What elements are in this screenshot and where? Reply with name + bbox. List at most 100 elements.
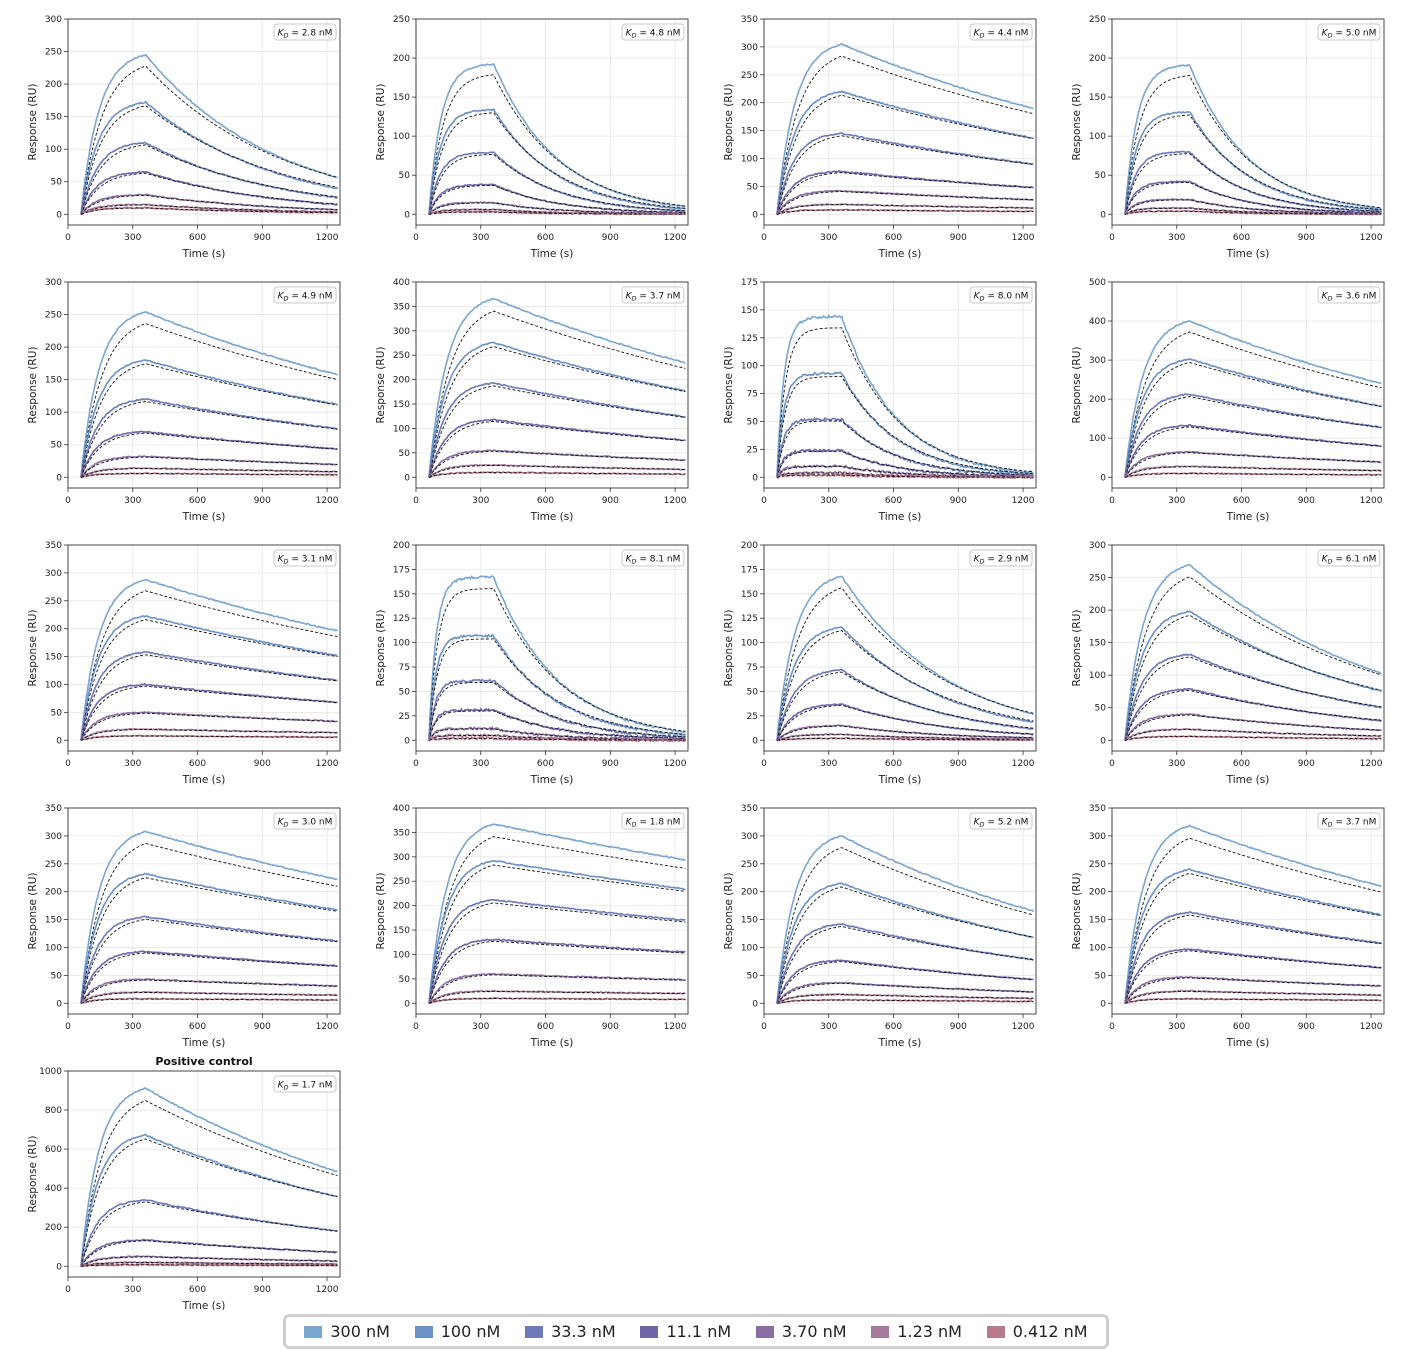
fit-3.7-line	[80, 1256, 338, 1267]
y-tick-label: 25	[399, 712, 410, 722]
series-0.412-line	[80, 206, 338, 216]
x-tick-label: 0	[761, 233, 767, 243]
plot-frame	[415, 544, 689, 752]
y-tick-label: 50	[1095, 971, 1107, 981]
x-tick-label: 1200	[1360, 759, 1383, 769]
fit-0.412-line	[428, 211, 686, 215]
x-tick-label: 600	[885, 1022, 902, 1032]
fit-300-line	[80, 590, 338, 741]
series-100-line	[1124, 610, 1382, 741]
series-33.3-line	[428, 678, 686, 740]
y-tick-label: 50	[747, 971, 759, 981]
panel-12: 0 300 600 900 1200 0 50 100 150 200 250 300 Time (s)…	[1071, 541, 1385, 786]
x-tick-label: 0	[1109, 233, 1115, 243]
y-tick-label: 200	[45, 625, 62, 635]
x-tick-label: 900	[254, 1022, 271, 1032]
x-tick-label: 0	[65, 1022, 71, 1032]
fit-1.23-line	[1124, 990, 1382, 1004]
fit-0.412-line	[1124, 473, 1382, 478]
plot-frame	[1111, 281, 1385, 489]
y-tick-label: 50	[399, 171, 411, 181]
y-tick-label: 50	[399, 449, 411, 459]
kd-box	[1317, 812, 1381, 830]
y-tick-label: 350	[741, 804, 758, 814]
x-tick-label: 1200	[1360, 1022, 1383, 1032]
fit-1.23-line	[80, 728, 338, 741]
y-tick-label: 50	[1095, 171, 1107, 181]
x-tick-label: 600	[537, 1022, 554, 1032]
series-1.23-line	[776, 202, 1034, 215]
fit-100-line	[776, 94, 1034, 215]
fit-33.3-line	[1124, 914, 1382, 1004]
plot-frame	[763, 544, 1037, 752]
y-axis-label: Response (RU)	[375, 873, 387, 950]
fit-11.1-line	[80, 172, 338, 215]
series-1.23-line	[80, 203, 338, 216]
y-tick-label: 250	[45, 597, 62, 607]
x-tick-label: 1200	[1360, 496, 1383, 506]
y-tick-label: 100	[45, 145, 62, 155]
fit-11.1-line	[1124, 950, 1382, 1004]
fit-3.7-line	[80, 194, 338, 215]
fit-33.3-line	[776, 671, 1034, 741]
series-100-line	[80, 1133, 338, 1267]
fit-33.3-line	[80, 401, 338, 478]
y-tick-label: 300	[45, 832, 62, 842]
y-axis-label: Response (RU)	[1071, 610, 1083, 687]
series-100-line	[80, 359, 338, 478]
fit-300-line	[428, 310, 686, 478]
y-tick-label: 150	[741, 590, 758, 600]
x-tick-label: 1200	[316, 1022, 339, 1032]
y-tick-label: 100	[1089, 132, 1106, 142]
fit-11.1-line	[80, 685, 338, 741]
y-tick-label: 300	[45, 15, 62, 25]
kd-label: KD = 3.6 nM	[1322, 292, 1377, 303]
series-33.3-line	[428, 382, 686, 478]
fit-1.23-line	[80, 991, 338, 1004]
y-tick-label: 200	[741, 888, 758, 898]
series-33.3-line	[1124, 653, 1382, 741]
fit-11.1-line	[428, 420, 686, 478]
fit-33.3-line	[428, 902, 686, 1004]
series-300-line	[776, 835, 1035, 1004]
fit-3.7-line	[428, 450, 686, 478]
series-100-line	[1124, 358, 1382, 477]
series-33.3-line	[776, 668, 1034, 741]
fit-100-line	[428, 638, 686, 741]
series-300-line	[80, 1087, 338, 1267]
x-tick-label: 600	[537, 233, 554, 243]
fit-300-line	[1124, 576, 1382, 741]
y-tick-label: 50	[747, 687, 759, 697]
series-100-line	[80, 872, 338, 1004]
series-0.412-line	[80, 471, 338, 479]
series-1.23-line	[776, 733, 1034, 741]
y-tick-label: 250	[1089, 860, 1106, 870]
y-tick-label: 150	[45, 376, 62, 386]
y-tick-label: 300	[741, 43, 758, 53]
x-tick-label: 600	[537, 759, 554, 769]
fit-300-line	[80, 843, 338, 1004]
legend-swatch	[755, 1325, 774, 1338]
x-tick-label: 1200	[316, 759, 339, 769]
y-tick-label: 125	[393, 614, 410, 624]
x-tick-label: 300	[820, 233, 837, 243]
series-0.412-line	[428, 996, 686, 1005]
series-100-line	[428, 859, 686, 1004]
series-100-line	[1124, 110, 1382, 214]
series-0.412-line	[80, 997, 338, 1005]
y-axis-label: Response (RU)	[1071, 347, 1083, 424]
x-tick-label: 900	[602, 496, 619, 506]
y-tick-label: 0	[56, 1262, 62, 1272]
x-tick-label: 600	[189, 759, 206, 769]
x-tick-label: 900	[1298, 496, 1315, 506]
y-tick-label: 150	[1089, 916, 1106, 926]
legend-swatch	[525, 1325, 544, 1338]
x-axis-label: Time (s)	[878, 511, 922, 523]
plot-frame	[415, 281, 689, 489]
series-3.7-line	[776, 981, 1034, 1005]
y-tick-label: 350	[393, 828, 410, 838]
series-3.7-line	[80, 193, 338, 216]
y-tick-label: 125	[741, 334, 758, 344]
series-100-line	[428, 341, 686, 478]
fit-11.1-line	[776, 172, 1034, 215]
